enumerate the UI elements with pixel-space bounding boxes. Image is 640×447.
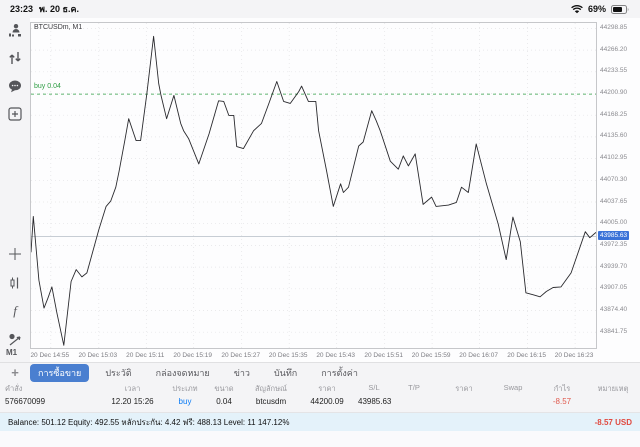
col-volume: ขนาด	[214, 384, 234, 393]
col-symbol: สัญลักษณ์	[254, 384, 287, 393]
position-type: buy	[178, 397, 192, 406]
price-axis-tick: 43841.75	[600, 327, 628, 335]
time-axis-tick: 20 Dec 16:07	[459, 352, 498, 359]
price-axis-tick: 44233.55	[600, 67, 628, 75]
buy-order-label: buy 0.04	[34, 83, 61, 91]
position-profit: -8.57	[552, 397, 572, 406]
tab-journal[interactable]: บันทึก	[273, 367, 298, 378]
time-axis-tick: 20 Dec 15:43	[316, 352, 355, 359]
time-axis-tick: 20 Dec 16:23	[554, 352, 594, 359]
clock-text: 23:23	[10, 4, 34, 14]
row-separator	[0, 412, 640, 413]
tab-mailbox[interactable]: กล่องจดหมาย	[155, 367, 210, 378]
floating-profit-text: -8.57 USD	[594, 417, 632, 427]
position-open-time: 12.20 15:26	[111, 397, 154, 406]
time-axis-tick: 20 Dec 15:27	[221, 352, 261, 359]
col-current-price: ราคา	[455, 384, 473, 393]
col-time: เวลา	[124, 384, 141, 393]
current-price-badge: 43985.63	[598, 231, 630, 241]
price-axis-tick: 44200.90	[600, 89, 628, 97]
trade-arrows-icon[interactable]	[7, 50, 23, 66]
col-tp: T/P	[408, 383, 420, 392]
price-axis-tick: 44102.95	[600, 154, 628, 162]
crosshair-icon[interactable]	[7, 246, 23, 262]
chart-toolbar-sidebar: f M1	[0, 18, 30, 362]
price-axis-tick: 43972.35	[600, 240, 628, 248]
chart-symbol-label: BTCUSDm, M1	[34, 24, 83, 31]
price-axis-tick: 43907.05	[600, 284, 628, 292]
col-profit: กำไร	[553, 384, 571, 393]
tab-trade[interactable]: การซื้อขาย	[30, 363, 90, 382]
position-order-number: 576670099	[5, 397, 46, 406]
price-axis-tick: 44168.25	[600, 110, 628, 118]
time-axis-tick: 20 Dec 15:03	[78, 352, 118, 359]
position-row[interactable]: 576670099 12.20 15:26 buy 0.04 btcusdm 4…	[5, 397, 635, 406]
account-summary-text: Balance: 501.12 Equity: 492.55 หลักประกั…	[8, 417, 290, 427]
new-order-icon[interactable]	[7, 106, 23, 122]
col-type: ประเภท	[172, 384, 198, 393]
quotes-icon[interactable]	[7, 22, 23, 38]
indicators-icon[interactable]: f	[13, 303, 17, 318]
position-current-price: 43985.63	[358, 397, 392, 406]
account-summary-bar: Balance: 501.12 Equity: 492.55 หลักประกั…	[0, 413, 640, 431]
time-axis-tick: 20 Dec 15:19	[173, 352, 213, 359]
tab-history[interactable]: ประวัติ	[105, 367, 132, 378]
tab-news[interactable]: ข่าว	[233, 367, 250, 378]
position-symbol: btcusdm	[255, 397, 287, 406]
timeframe-button[interactable]: M1	[6, 348, 18, 357]
time-axis-tick: 20 Dec 15:35	[268, 352, 308, 359]
position-volume: 0.04	[216, 397, 232, 406]
objects-icon[interactable]	[7, 331, 23, 347]
chat-icon[interactable]	[7, 78, 23, 94]
col-swap: Swap	[503, 383, 523, 392]
date-text: พ. 20 ธ.ค.	[39, 4, 79, 14]
price-axis-tick: 43939.70	[600, 262, 628, 270]
battery-icon	[610, 4, 630, 14]
status-bar: 23:23 พ. 20 ธ.ค. 69%	[0, 0, 640, 18]
chart-type-icon[interactable]	[7, 275, 23, 291]
wifi-icon	[571, 4, 584, 14]
chart-plot-area[interactable]	[30, 22, 597, 349]
col-order: คำสั่ง	[5, 384, 23, 393]
positions-table-header: คำสั่ง เวลา ประเภท ขนาด สัญลักษณ์ ราคา S…	[5, 383, 635, 395]
time-axis-tick: 20 Dec 15:51	[364, 352, 404, 359]
price-line-chart	[31, 23, 596, 348]
time-axis-tick: 20 Dec 15:59	[411, 352, 451, 359]
price-axis-tick: 44298.85	[600, 23, 628, 31]
tab-settings[interactable]: การตั้งค่า	[321, 367, 358, 378]
position-open-price: 44200.09	[310, 397, 344, 406]
price-axis-tick: 44266.20	[600, 45, 628, 53]
chart-region[interactable]: BTCUSDm, M1 buy 0.04 43985.63 44298.85 44…	[30, 18, 640, 362]
price-axis-tick: 43874.40	[600, 306, 628, 313]
col-note: หมายเหตุ	[597, 384, 629, 393]
add-order-icon[interactable]: +	[11, 365, 19, 380]
col-open-price: ราคา	[318, 384, 336, 393]
col-sl: S/L	[368, 383, 380, 392]
price-axis-tick: 44037.65	[600, 197, 628, 205]
price-axis-tick: 44070.30	[600, 175, 628, 183]
time-axis-tick: 20 Dec 14:55	[30, 352, 70, 359]
time-axis-tick: 20 Dec 15:11	[126, 352, 165, 359]
time-axis-tick: 20 Dec 16:15	[507, 352, 546, 359]
price-series-line	[31, 35, 596, 346]
battery-percent-text: 69%	[587, 4, 606, 14]
price-axis-tick: 44005.00	[600, 219, 628, 227]
bottom-safe-area	[0, 431, 640, 447]
bottom-tab-bar: + การซื้อขาย ประวัติ กล่องจดหมาย ข่าว บั…	[0, 362, 640, 382]
price-axis-tick: 44135.60	[600, 132, 628, 140]
